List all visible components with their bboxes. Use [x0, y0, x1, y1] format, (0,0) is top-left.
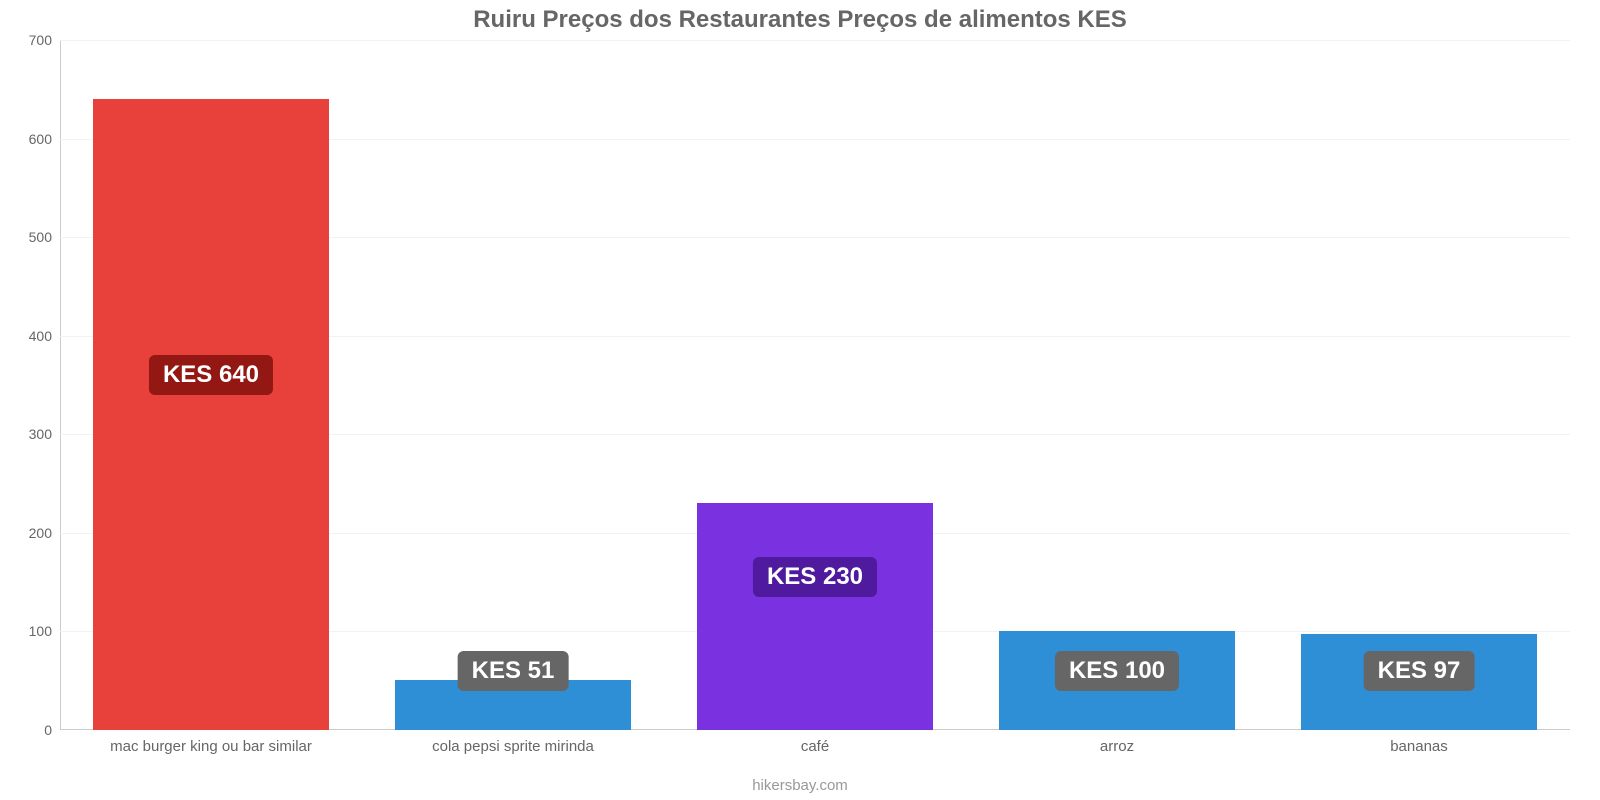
y-tick-label: 200	[29, 525, 60, 541]
data-label: KES 97	[1364, 651, 1475, 691]
y-tick-label: 0	[44, 722, 60, 738]
plot-area: 0100200300400500600700 mac burger king o…	[60, 40, 1570, 730]
y-tick-label: 500	[29, 229, 60, 245]
x-tick-label: cola pepsi sprite mirinda	[432, 730, 594, 755]
price-bar-chart: Ruiru Preços dos Restaurantes Preços de …	[0, 0, 1600, 800]
x-tick-label: arroz	[1100, 730, 1134, 755]
bar	[93, 99, 329, 730]
y-tick-label: 600	[29, 131, 60, 147]
x-tick-label: bananas	[1390, 730, 1448, 755]
y-tick-label: 700	[29, 32, 60, 48]
y-tick-label: 300	[29, 426, 60, 442]
data-label: KES 100	[1055, 651, 1179, 691]
bar	[697, 503, 933, 730]
y-tick-label: 100	[29, 623, 60, 639]
x-tick-label: mac burger king ou bar similar	[110, 730, 312, 755]
attribution: hikersbay.com	[0, 777, 1600, 794]
data-label: KES 640	[149, 355, 273, 395]
x-tick-label: café	[801, 730, 829, 755]
data-label: KES 230	[753, 557, 877, 597]
data-label: KES 51	[458, 651, 569, 691]
chart-title: Ruiru Preços dos Restaurantes Preços de …	[0, 0, 1600, 34]
y-tick-label: 400	[29, 328, 60, 344]
bars-container	[60, 40, 1570, 730]
